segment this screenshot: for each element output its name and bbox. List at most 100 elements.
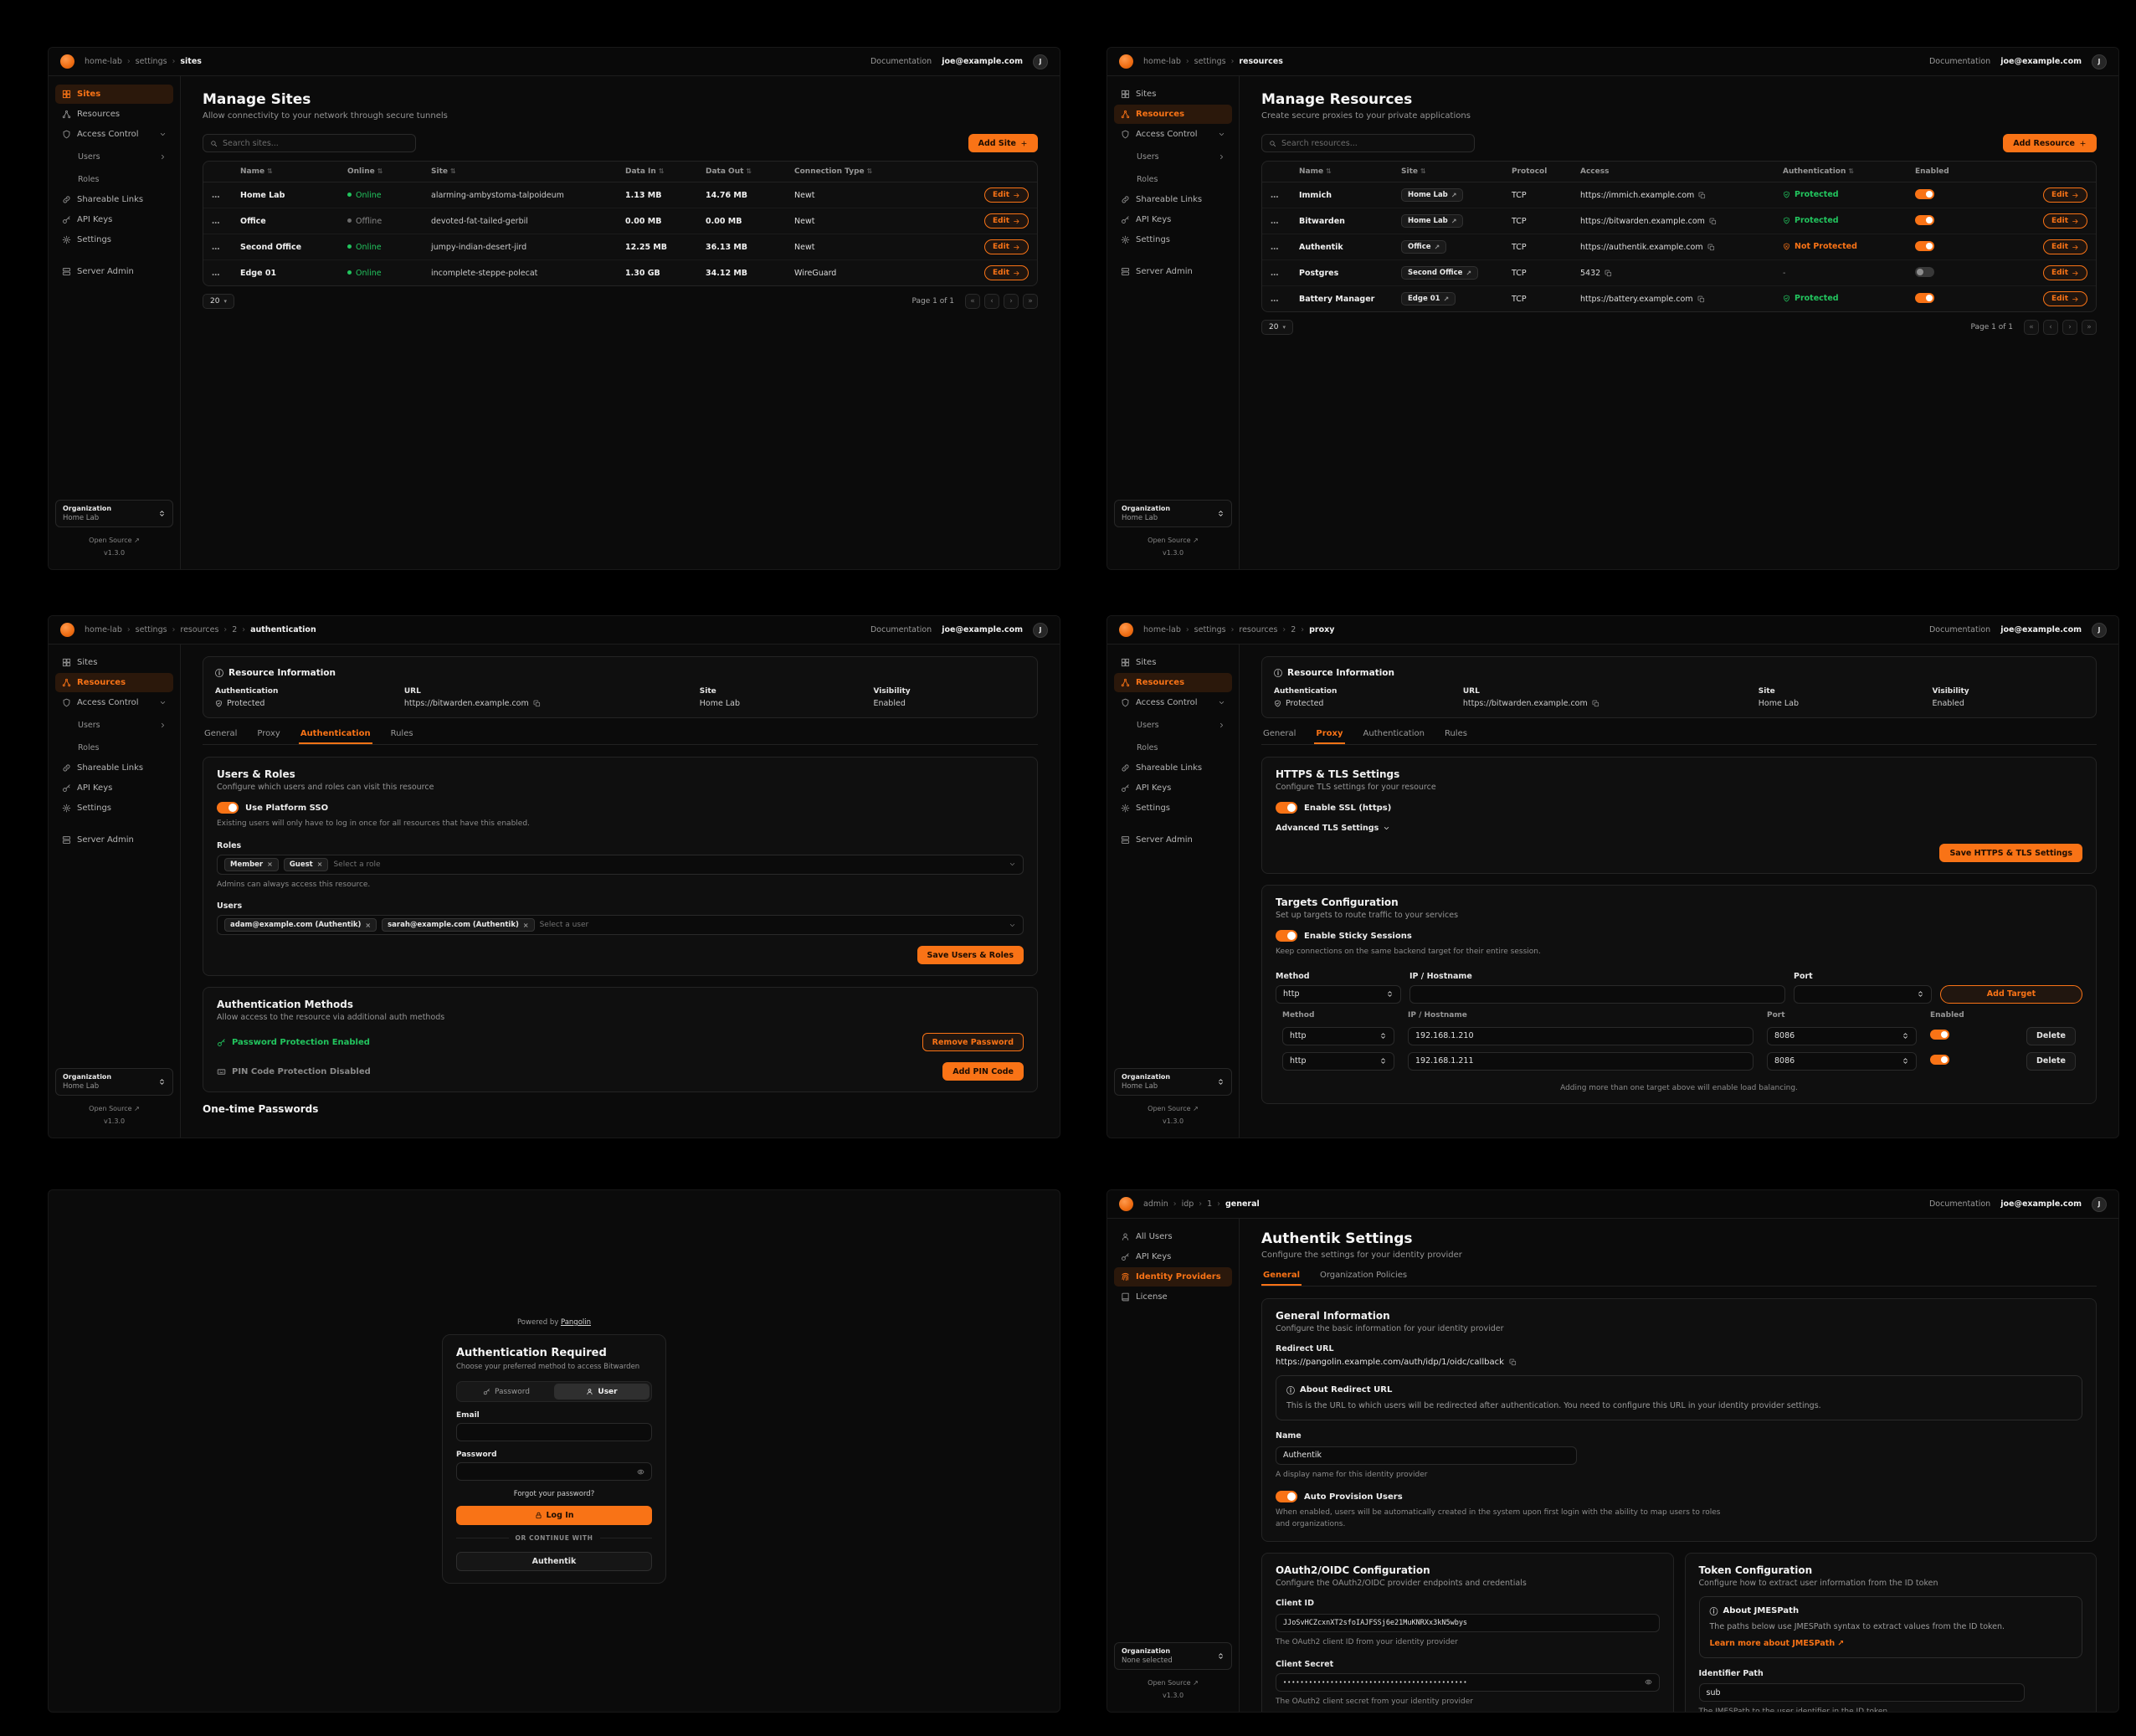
- breadcrumb-item[interactable]: idp: [1171, 1199, 1197, 1209]
- search-box[interactable]: [1261, 134, 1475, 152]
- sidebar-item-shareable-links[interactable]: Shareable Links: [1114, 758, 1232, 778]
- sidebar-item-api-keys[interactable]: API Keys: [1114, 1247, 1232, 1266]
- page-size-select[interactable]: 20 ▾: [1261, 320, 1293, 335]
- sidebar-item-server-admin[interactable]: Server Admin: [55, 830, 173, 850]
- sidebar-item-settings[interactable]: Settings: [55, 230, 173, 249]
- row-menu-icon[interactable]: …: [212, 190, 221, 200]
- port-input[interactable]: 8086: [1767, 1051, 1917, 1071]
- user-avatar[interactable]: J: [2092, 622, 2107, 638]
- tab-authentication[interactable]: Authentication: [1363, 729, 1425, 738]
- breadcrumb-item[interactable]: resources: [1229, 625, 1281, 634]
- remove-chip-icon[interactable]: ×: [316, 860, 323, 868]
- add-target-button[interactable]: Add Target: [1940, 984, 2082, 1004]
- tab-rules[interactable]: Rules: [390, 729, 413, 738]
- prev-page-button[interactable]: ‹: [984, 294, 999, 309]
- column-site[interactable]: Site ⇅: [1393, 162, 1503, 182]
- sidebar-item-sites[interactable]: Sites: [1114, 653, 1232, 672]
- edit-button[interactable]: Edit: [2043, 239, 2087, 254]
- edit-button[interactable]: Edit: [984, 187, 1029, 203]
- breadcrumb-item[interactable]: home-lab: [85, 625, 122, 634]
- breadcrumb-item[interactable]: home-lab: [1143, 625, 1181, 634]
- row-menu-icon[interactable]: …: [1271, 242, 1280, 252]
- edit-button[interactable]: Edit: [2043, 187, 2087, 203]
- method-select[interactable]: http: [1282, 1051, 1394, 1071]
- next-page-button[interactable]: ›: [1004, 294, 1019, 309]
- ip-hostname-input[interactable]: 192.168.1.210: [1408, 1026, 1753, 1045]
- add-site-button[interactable]: Add Site: [968, 134, 1038, 152]
- name-field[interactable]: [1276, 1446, 1577, 1465]
- identifier-path-field[interactable]: [1698, 1683, 2026, 1703]
- breadcrumb-item[interactable]: 2: [221, 625, 239, 634]
- save-users-roles-button[interactable]: Save Users & Roles: [917, 946, 1024, 964]
- tab-rules[interactable]: Rules: [1444, 729, 1467, 738]
- sidebar-item-users[interactable]: Users: [55, 147, 173, 167]
- remove-password-button[interactable]: Remove Password: [922, 1033, 1024, 1051]
- user-email[interactable]: joe@example.com: [2000, 57, 2082, 66]
- row-menu-icon[interactable]: …: [212, 268, 221, 278]
- user-chip[interactable]: sarah@example.com (Authentik) ×: [382, 918, 535, 932]
- open-source-link[interactable]: Open Source ↗: [89, 537, 140, 545]
- role-chip[interactable]: Guest ×: [283, 857, 329, 871]
- edit-button[interactable]: Edit: [2043, 213, 2087, 229]
- breadcrumb-item[interactable]: resources: [170, 625, 222, 634]
- sidebar-item-api-keys[interactable]: API Keys: [55, 778, 173, 798]
- site-link-badge[interactable]: Second Office ↗: [1401, 266, 1479, 280]
- copy-icon[interactable]: [1709, 218, 1717, 225]
- sidebar-item-settings[interactable]: Settings: [1114, 799, 1232, 818]
- documentation-link[interactable]: Documentation: [870, 57, 932, 66]
- breadcrumb-item[interactable]: settings: [125, 57, 170, 66]
- user-email[interactable]: joe@example.com: [942, 57, 1023, 66]
- breadcrumb-item[interactable]: settings: [1184, 57, 1229, 66]
- remove-chip-icon[interactable]: ×: [267, 860, 273, 868]
- sidebar-item-sites[interactable]: Sites: [1114, 85, 1232, 104]
- org-selector[interactable]: Organization Home Lab: [55, 500, 173, 528]
- breadcrumb-item[interactable]: settings: [1184, 625, 1229, 634]
- ip-hostname-input[interactable]: 192.168.1.211: [1408, 1051, 1753, 1071]
- user-email[interactable]: joe@example.com: [942, 625, 1023, 634]
- tab-authentication[interactable]: Authentication: [299, 729, 372, 744]
- documentation-link[interactable]: Documentation: [870, 625, 932, 634]
- org-selector[interactable]: Organization None selected: [1114, 1642, 1232, 1671]
- user-email[interactable]: joe@example.com: [2000, 625, 2082, 634]
- search-input[interactable]: [223, 138, 408, 148]
- page-size-select[interactable]: 20 ▾: [203, 294, 234, 309]
- documentation-link[interactable]: Documentation: [1928, 57, 1991, 66]
- row-menu-icon[interactable]: …: [212, 242, 221, 252]
- first-page-button[interactable]: «: [2024, 320, 2039, 335]
- eye-icon[interactable]: [637, 1468, 644, 1476]
- enabled-toggle[interactable]: [1915, 292, 1934, 303]
- row-menu-icon[interactable]: …: [1271, 268, 1280, 278]
- sidebar-item-server-admin[interactable]: Server Admin: [1114, 830, 1232, 850]
- authentik-sso-button[interactable]: Authentik: [456, 1552, 652, 1571]
- add-pin-code-button[interactable]: Add PIN Code: [942, 1062, 1024, 1081]
- method-select[interactable]: http: [1282, 1026, 1394, 1045]
- delete-target-button[interactable]: Delete: [2026, 1051, 2076, 1071]
- next-page-button[interactable]: ›: [2062, 320, 2077, 335]
- site-link-badge[interactable]: Office ↗: [1401, 240, 1447, 254]
- pangolin-logo[interactable]: [60, 623, 74, 637]
- add-resource-button[interactable]: Add Resource: [2003, 134, 2097, 152]
- sidebar-item-users[interactable]: Users: [1114, 147, 1232, 167]
- column-data-in[interactable]: Data In ⇅: [617, 162, 697, 182]
- sidebar-item-access-control[interactable]: Access Control: [1114, 693, 1232, 712]
- org-selector[interactable]: Organization Home Lab: [1114, 1068, 1232, 1097]
- open-source-link[interactable]: Open Source ↗: [89, 1105, 140, 1113]
- sidebar-item-api-keys[interactable]: API Keys: [1114, 210, 1232, 229]
- site-row[interactable]: … Edge 01 Online incomplete-steppe-polec…: [203, 260, 1037, 286]
- sidebar-item-settings[interactable]: Settings: [1114, 230, 1232, 249]
- advanced-tls-expander[interactable]: Advanced TLS Settings: [1276, 824, 2082, 833]
- tab-user[interactable]: User: [554, 1384, 650, 1400]
- sidebar-item-sites[interactable]: Sites: [55, 85, 173, 104]
- port-input[interactable]: 8086: [1767, 1026, 1917, 1045]
- open-source-link[interactable]: Open Source ↗: [1148, 1679, 1199, 1687]
- resource-row[interactable]: … Authentik Office ↗ TCP https://authenti…: [1262, 234, 2096, 260]
- row-menu-icon[interactable]: …: [1271, 294, 1280, 304]
- breadcrumb-item[interactable]: home-lab: [1143, 57, 1181, 66]
- row-menu-icon[interactable]: …: [212, 216, 221, 226]
- sidebar-item-resources[interactable]: Resources: [1114, 105, 1232, 124]
- method-select[interactable]: http: [1276, 984, 1401, 1004]
- column-connection-type[interactable]: Connection Type ⇅: [786, 162, 955, 182]
- sidebar-item-sites[interactable]: Sites: [55, 653, 173, 672]
- copy-icon[interactable]: [1698, 192, 1706, 199]
- auto-provision-toggle[interactable]: [1276, 1491, 1297, 1503]
